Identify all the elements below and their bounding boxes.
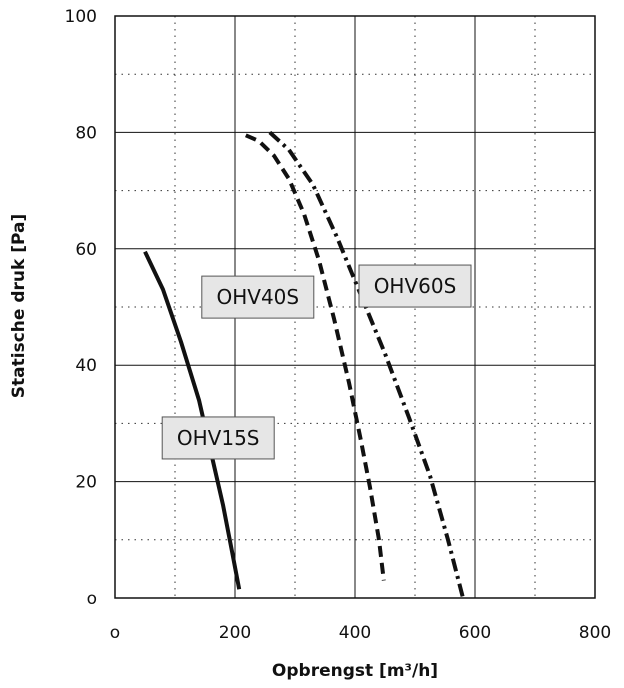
y-tick-label: 100 [65, 7, 97, 27]
series-label-text: OHV15S [177, 426, 260, 450]
x-axis-title: Opbrengst [m³/h] [272, 661, 438, 681]
y-axis-title: Statische druk [Pa] [9, 214, 29, 398]
series-line-ohv60s [268, 130, 465, 599]
y-tick-label: o [87, 589, 97, 609]
x-tick-label: 800 [579, 623, 611, 643]
y-tick-label: 40 [75, 356, 97, 376]
axis-ticks: o 200 400 600 800 o 20 40 60 80 100 [65, 7, 612, 643]
y-tick-label: 80 [75, 123, 97, 143]
series-label-box [358, 264, 472, 308]
x-tick-label: 200 [219, 623, 251, 643]
series-label-text: OHV40S [216, 285, 299, 309]
y-tick-label: 60 [75, 240, 97, 260]
x-tick-label: o [110, 623, 120, 643]
series-label-ohv40s: OHV40S [201, 275, 315, 319]
x-tick-label: 600 [459, 623, 491, 643]
series-label-ohv15s: OHV15S [161, 416, 275, 460]
grid [114, 15, 596, 599]
plot-frame [114, 15, 596, 599]
series-label-box [201, 275, 315, 319]
y-tick-label: 20 [75, 473, 97, 493]
series-label-ohv60s: OHV60S [358, 264, 472, 308]
series-label-text: OHV60S [374, 274, 457, 298]
series-line-ohv40s [244, 133, 386, 581]
series-labels: OHV15S OHV40S OHV60S [161, 264, 472, 460]
x-tick-label: 400 [339, 623, 371, 643]
series-label-box [161, 416, 275, 460]
